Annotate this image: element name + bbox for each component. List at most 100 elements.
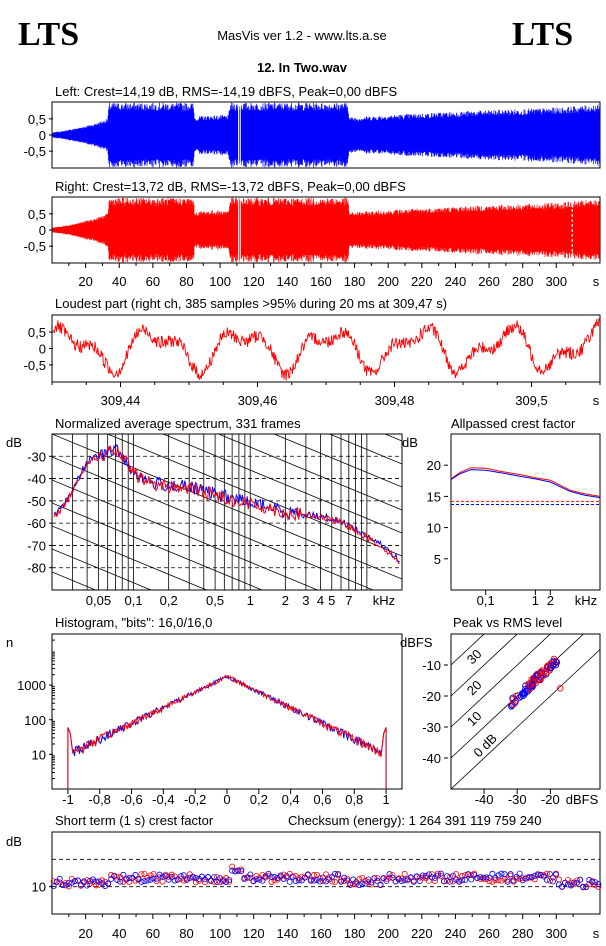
shortterm-point [359, 880, 366, 887]
right-channel-x-tick-1: 40 [112, 274, 126, 289]
shortterm-point [223, 875, 230, 882]
shortterm-point [93, 882, 100, 889]
peakrms-diag-label-4: 0 dB [470, 731, 500, 761]
spectrum-y-tick-0: -30 [27, 449, 46, 464]
shortterm-point [93, 878, 100, 885]
shortterm-point [65, 883, 72, 890]
histogram-x-tick-10: 1 [382, 792, 389, 807]
shortterm-point [407, 874, 414, 881]
shortterm-point [537, 871, 544, 878]
shortterm-point [283, 872, 290, 879]
shortterm-point [465, 871, 472, 878]
shortterm-point [150, 871, 157, 878]
shortterm-point [565, 881, 572, 888]
histogram-y-tick-1: 100 [24, 713, 46, 728]
shortterm-point [171, 877, 178, 884]
shortterm-point [313, 871, 320, 878]
shortterm-point [534, 872, 541, 879]
spectrum-x-tick-0: 0,05 [86, 593, 111, 608]
shortterm-point [56, 875, 63, 882]
peakrms-y-tick-0: -10 [422, 658, 441, 673]
spectrum-title: Normalized average spectrum, 331 frames [55, 416, 301, 431]
histogram-series-1 [67, 674, 387, 789]
shortterm-point [229, 867, 236, 874]
shortterm-point [211, 874, 218, 881]
right-channel-y-tick-0: 0,5 [28, 207, 46, 222]
app-title: MasVis ver 1.2 - www.lts.a.se [217, 28, 387, 43]
shortterm-x-tick-1: 40 [112, 926, 126, 941]
shortterm-point [437, 870, 444, 877]
shortterm-point [401, 877, 408, 884]
shortterm-point [555, 876, 562, 883]
shortterm-x-tick-8: 180 [344, 926, 366, 941]
shortterm-point [447, 878, 454, 885]
shortterm-point [410, 878, 417, 885]
loudest-y-tick-2: -0,5 [24, 358, 46, 373]
shortterm-x-tick-0: 20 [78, 926, 92, 941]
allpassed-frame [450, 433, 601, 591]
shortterm-point [377, 881, 384, 888]
shortterm-point [250, 877, 257, 884]
left-channel-title: Left: Crest=14,19 dB, RMS=-14,19 dBFS, P… [55, 84, 397, 99]
shortterm-point [507, 871, 514, 878]
shortterm-point [217, 875, 224, 882]
shortterm-point [492, 877, 499, 884]
shortterm-point [422, 872, 429, 879]
right-channel-x-tick-5: 120 [243, 274, 265, 289]
shortterm-point [383, 875, 390, 882]
shortterm-point [589, 878, 596, 885]
right-channel-x-tick-8: 180 [344, 274, 366, 289]
shortterm-point [474, 874, 481, 881]
shortterm-point [111, 872, 118, 879]
shortterm-x-tick-6: 140 [276, 926, 298, 941]
spectrum-slope [328, 434, 402, 465]
shortterm-point [416, 877, 423, 884]
spectrum-x-tick-1: 0,1 [125, 593, 143, 608]
shortterm-title: Short term (1 s) crest factor [55, 813, 214, 828]
loudest-x-tick-4: s [593, 393, 600, 408]
shortterm-point [549, 874, 556, 881]
shortterm-point [450, 878, 457, 885]
shortterm-x-tick-13: 280 [512, 926, 534, 941]
allpassed-series-0 [450, 467, 601, 497]
shortterm-point [114, 873, 121, 880]
shortterm-point [498, 870, 505, 877]
shortterm-point [580, 883, 587, 890]
shortterm-x-tick-12: 260 [478, 926, 500, 941]
spectrum-y-tick-4: -70 [27, 538, 46, 553]
shortterm-point [117, 878, 124, 885]
loudest-x-tick-2: 309,48 [375, 393, 415, 408]
right-channel-x-tick-10: 220 [411, 274, 433, 289]
shortterm-point [307, 876, 314, 883]
left-channel-y-tick-0: 0,5 [28, 112, 46, 127]
shortterm-point [177, 875, 184, 882]
shortterm-point [153, 878, 160, 885]
shortterm-point [362, 877, 369, 884]
shortterm-point [353, 881, 360, 888]
shortterm-point [335, 870, 342, 877]
shortterm-x-tick-5: 120 [243, 926, 265, 941]
shortterm-point [425, 877, 432, 884]
loudest-x-tick-1: 309,46 [238, 393, 278, 408]
right-channel-x-tick-3: 80 [179, 274, 193, 289]
shortterm-point [265, 872, 272, 879]
shortterm-point [389, 874, 396, 881]
shortterm-point [156, 874, 163, 881]
shortterm-point [347, 881, 354, 888]
histogram-y-tick-0: 1000 [17, 678, 46, 693]
shortterm-point [259, 877, 266, 884]
histogram-x-tick-3: -0,4 [152, 792, 174, 807]
shortterm-point [344, 877, 351, 884]
peakrms-point [529, 679, 537, 686]
histogram-x-tick-1: -0,8 [89, 792, 111, 807]
shortterm-point [531, 873, 538, 880]
shortterm-point [238, 866, 245, 873]
shortterm-point [486, 874, 493, 881]
shortterm-point [68, 879, 75, 886]
shortterm-point [96, 878, 103, 885]
right-channel-x-tick-0: 20 [78, 274, 92, 289]
shortterm-point [516, 870, 523, 877]
spectrum-y-tick-2: -50 [27, 494, 46, 509]
shortterm-point [244, 874, 251, 881]
shortterm-point [208, 877, 215, 884]
